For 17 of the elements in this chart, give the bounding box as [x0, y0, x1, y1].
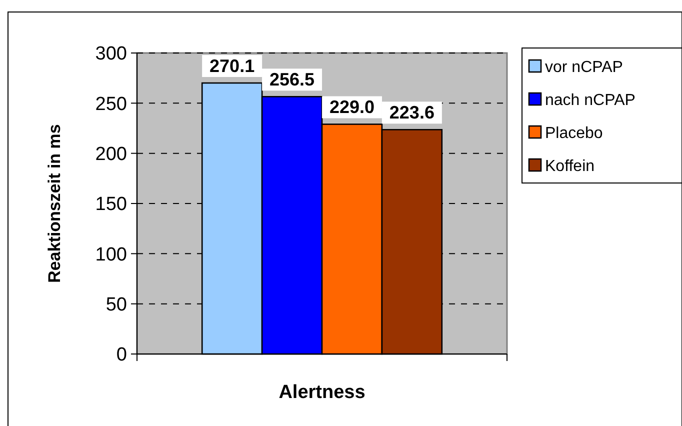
- x-axis-title: Alertness: [278, 382, 366, 403]
- y-tick-label: 150: [95, 194, 127, 216]
- legend-label: Placebo: [545, 125, 603, 142]
- data-label: 270.1: [210, 56, 255, 76]
- y-tick-label: 250: [95, 94, 127, 115]
- y-tick-label: 200: [95, 144, 127, 165]
- y-tick-label: 0: [116, 344, 127, 366]
- y-tick-label: 100: [95, 244, 127, 266]
- legend-label: Koffein: [545, 158, 595, 175]
- y-tick-label: 50: [106, 294, 127, 316]
- data-label: 223.6: [389, 102, 434, 123]
- legend-label: vor nCPAP: [545, 59, 623, 76]
- data-label: 256.5: [270, 70, 315, 90]
- y-tick-label: 300: [95, 44, 127, 65]
- data-label: 229.0: [329, 97, 374, 118]
- y-axis-title: Reaktionszeit in ms: [45, 124, 64, 283]
- legend-label: nach nCPAP: [545, 92, 636, 109]
